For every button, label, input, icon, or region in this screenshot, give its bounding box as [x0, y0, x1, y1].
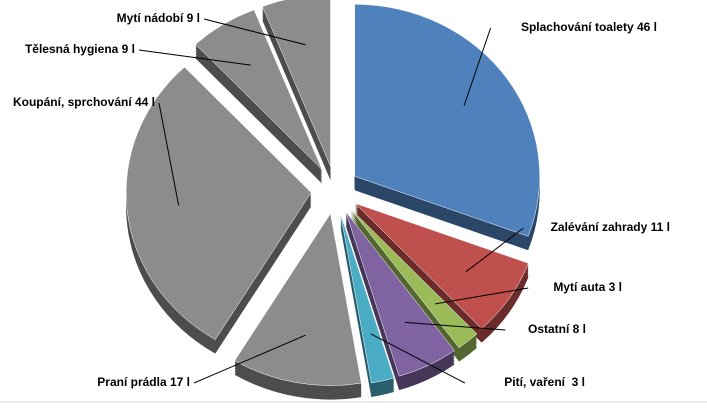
leader-line: [370, 333, 466, 384]
slice: [345, 211, 455, 377]
data-label: Mytí auta 3 l: [553, 280, 622, 294]
leader-line: [158, 102, 180, 206]
slice: [262, 0, 331, 167]
leader-line: [193, 334, 306, 384]
data-label: Zalévání zahrady 11 l: [551, 220, 670, 234]
data-label: Tělesná hygiena 9 l: [25, 42, 135, 56]
leader-line: [435, 287, 529, 305]
data-label: Splachování toalety 46 l: [521, 20, 657, 34]
leader-line: [404, 321, 506, 331]
slice: [350, 208, 478, 348]
slice: [340, 213, 395, 384]
leader-line: [138, 49, 251, 66]
slice: [354, 4, 540, 237]
leader-line: [463, 27, 492, 106]
slice: [195, 9, 323, 170]
slice: [125, 66, 312, 340]
data-label: Ostatní 8 l: [528, 322, 586, 336]
data-label: Praní prádla 17 l: [97, 375, 190, 389]
data-label: Pití, vaření 3 l: [504, 375, 585, 389]
leader-line: [465, 227, 524, 273]
slice: [234, 212, 362, 386]
leader-line: [203, 18, 306, 46]
data-label: Koupání, sprchování 44 l: [13, 95, 155, 109]
data-label: Mytí nádobí 9 l: [117, 11, 200, 25]
